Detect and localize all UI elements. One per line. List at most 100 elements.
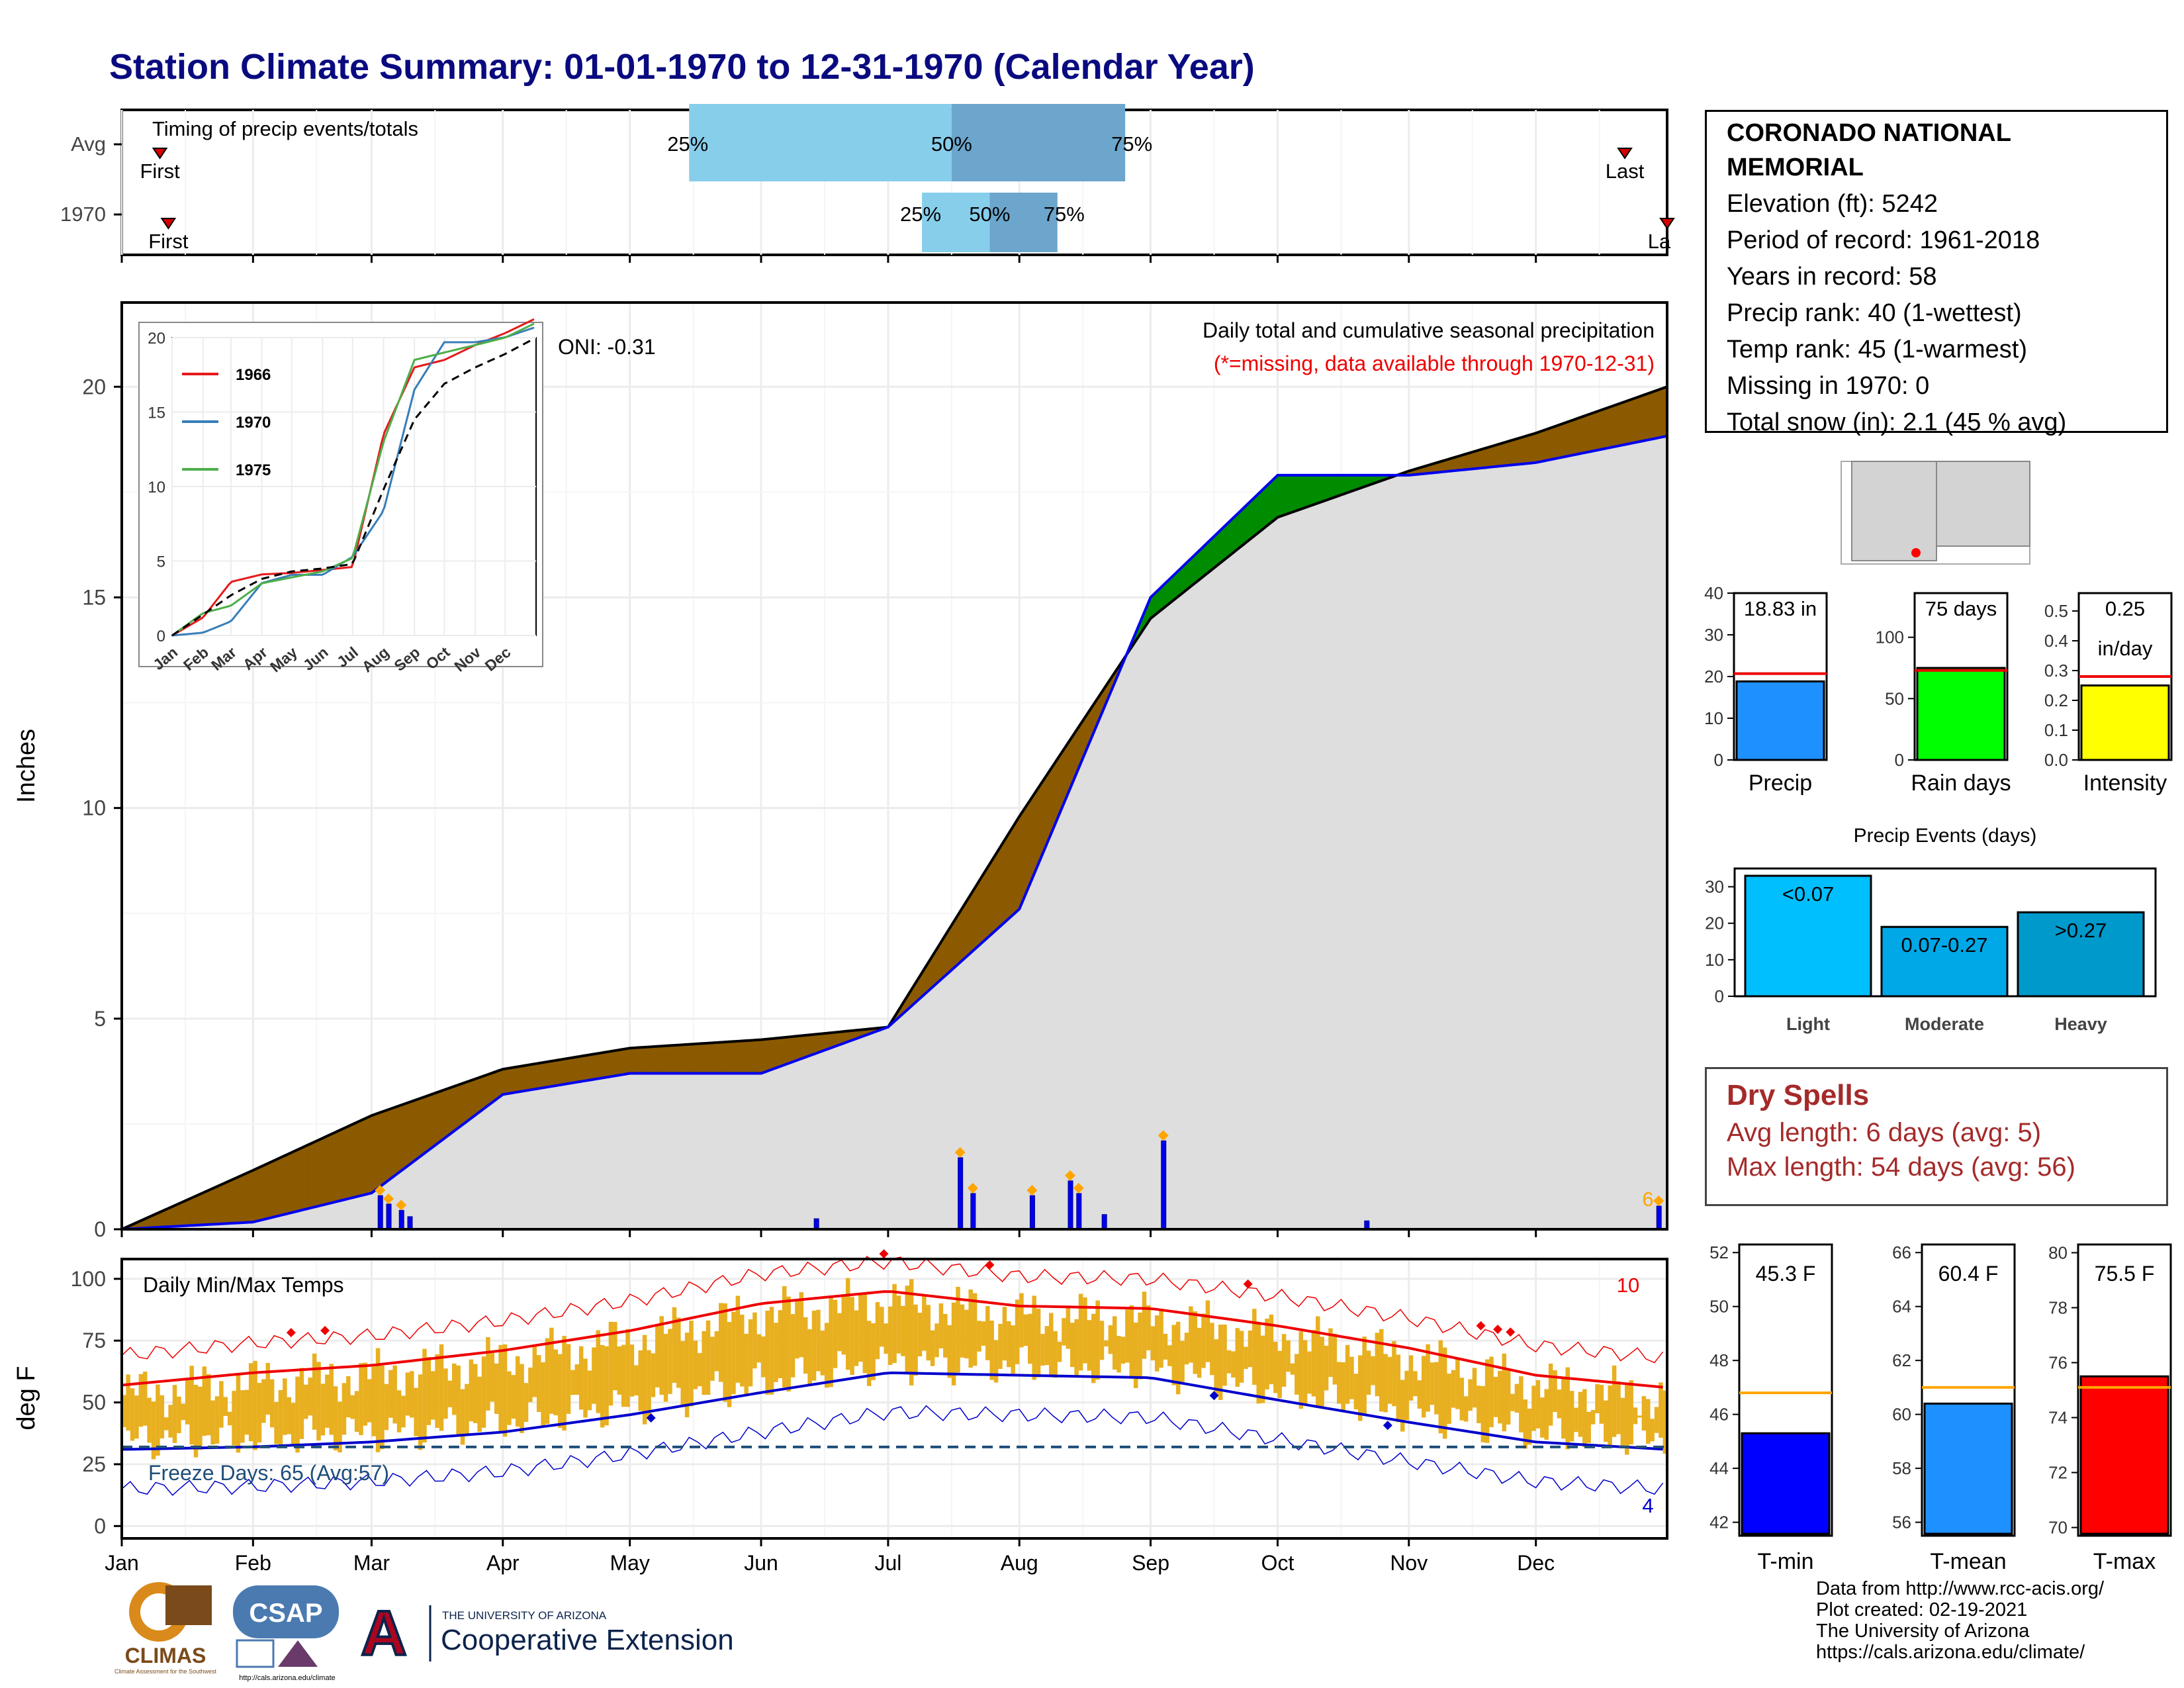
temp-summary-ytick-label: 50 [1709, 1297, 1729, 1317]
daily-temp-bar [1561, 1378, 1566, 1439]
departure-area [1548, 426, 1553, 461]
departure-area [578, 1055, 584, 1082]
daily-temp-bar [384, 1383, 389, 1430]
departure-area [1332, 475, 1338, 498]
departure-area [1658, 388, 1663, 438]
daily-temp-bar [947, 1325, 952, 1378]
daily-temp-bar [1408, 1355, 1414, 1401]
daily-temp-bar [227, 1411, 232, 1426]
daily-temp-bar [625, 1329, 630, 1407]
daily-temp-bar [1057, 1341, 1062, 1362]
departure-area [714, 1042, 719, 1074]
departure-area [278, 1156, 283, 1217]
departure-area [1595, 410, 1600, 451]
daily-temp-bar [1273, 1342, 1278, 1393]
departure-area [350, 1123, 355, 1199]
daily-temp-bar [401, 1395, 406, 1428]
daily-temp-bar [380, 1365, 385, 1450]
daily-temp-bar [549, 1327, 554, 1414]
summary-value-label: 18.83 in [1744, 597, 1817, 620]
daily-temp-bar [253, 1360, 257, 1450]
temp-axes: 0 25 50 75 100 [71, 1267, 122, 1538]
daily-temp-bar [663, 1333, 668, 1402]
station-elevation: Elevation (ft): 5242 [1727, 190, 1938, 218]
daily-temp-bar [714, 1331, 719, 1372]
timing-bar-upper [951, 104, 1126, 181]
freeze-days: Freeze Days: 65 (Avg:57) [148, 1461, 389, 1485]
summary-bars: 0 10 20 30 40 18.83 in Precip 0 50 100 75 days Rain… [1704, 583, 2173, 796]
daily-temp-bar [583, 1358, 588, 1418]
departure-area [794, 1035, 799, 1062]
daily-temp-bar [765, 1310, 770, 1395]
temp-summary-value-label: 75.5 F [2095, 1262, 2155, 1286]
departure-area [684, 1044, 690, 1074]
daily-temp-bar [1633, 1407, 1638, 1425]
daily-precip-bar [1029, 1195, 1035, 1230]
daily-temp-bar [1133, 1322, 1138, 1388]
daily-temp-bar [1595, 1383, 1600, 1413]
temp-summary-ytick-label: 78 [2048, 1297, 2068, 1317]
dry-spells-max: Max length: 54 days (avg: 56) [1727, 1152, 2075, 1182]
daily-temp-bar [858, 1293, 863, 1362]
departure-area [240, 1174, 245, 1223]
temp-summary-ytick-label: 44 [1709, 1458, 1729, 1478]
oni-value: ONI: -0.31 [558, 335, 656, 359]
daily-temp-bar [1244, 1346, 1248, 1370]
departure-area [1637, 395, 1642, 443]
departure-area [287, 1152, 292, 1214]
departure-area [545, 1061, 550, 1088]
departure-area [1535, 431, 1541, 463]
departure-area [502, 1068, 508, 1095]
departure-area [426, 1094, 432, 1152]
daily-temp-bar [545, 1338, 550, 1425]
summary-value-label-2: in/day [2098, 637, 2153, 660]
departure-area [363, 1117, 368, 1196]
daily-temp-bar [490, 1353, 495, 1402]
daily-temp-bar [887, 1306, 893, 1365]
daily-temp-bar [1286, 1340, 1291, 1372]
daily-temp-bar [1498, 1370, 1502, 1424]
departure-area [261, 1164, 266, 1221]
record-high-marker [320, 1325, 330, 1335]
departure-area [541, 1062, 545, 1089]
daily-precip-bar [1076, 1193, 1082, 1230]
summary-ytick-label: 40 [1704, 583, 1723, 603]
daily-temp-bar [934, 1323, 939, 1358]
daily-temp-bar [896, 1295, 901, 1354]
daily-temp-bar [1290, 1363, 1295, 1375]
departure-area [647, 1047, 651, 1074]
daily-temp-bar [185, 1378, 190, 1425]
temp-summary-category-label: T-min [1758, 1549, 1814, 1574]
daily-temp-bar [181, 1403, 186, 1421]
daily-temp-bar [1171, 1325, 1177, 1385]
daily-temp-bar [371, 1366, 376, 1436]
daily-temp-bar [1442, 1347, 1447, 1439]
summary-category-label: Intensity [2083, 771, 2167, 796]
daily-temp-bar [1489, 1356, 1494, 1427]
departure-area [210, 1187, 215, 1225]
daily-temp-bar [1095, 1300, 1100, 1380]
daily-temp-bar [439, 1344, 444, 1431]
daily-temp-bar [1201, 1313, 1206, 1368]
daily-temp-bar [1184, 1333, 1189, 1365]
daily-temp-bar [1379, 1329, 1384, 1412]
daily-temp-bar [1328, 1328, 1333, 1378]
departure-area [1032, 790, 1037, 879]
daily-temp-bar [206, 1374, 211, 1436]
precip-ytick-label: 10 [82, 796, 106, 820]
daily-temp-bar [1019, 1293, 1024, 1348]
daily-temp-bar [1129, 1305, 1134, 1377]
departure-area [723, 1041, 728, 1074]
departure-area [655, 1046, 660, 1074]
daily-temp-bar [1154, 1315, 1160, 1372]
daily-temp-bar [642, 1335, 647, 1425]
extreme-precip-marker [383, 1193, 394, 1204]
departure-area [1641, 394, 1647, 442]
daily-temp-bar [1205, 1300, 1210, 1362]
daily-temp-bar [214, 1396, 220, 1444]
departure-area [447, 1086, 453, 1137]
daily-temp-bar [672, 1307, 677, 1383]
map-neighbor-state [1936, 461, 2030, 547]
avg-cumulative-line [121, 385, 1668, 1231]
